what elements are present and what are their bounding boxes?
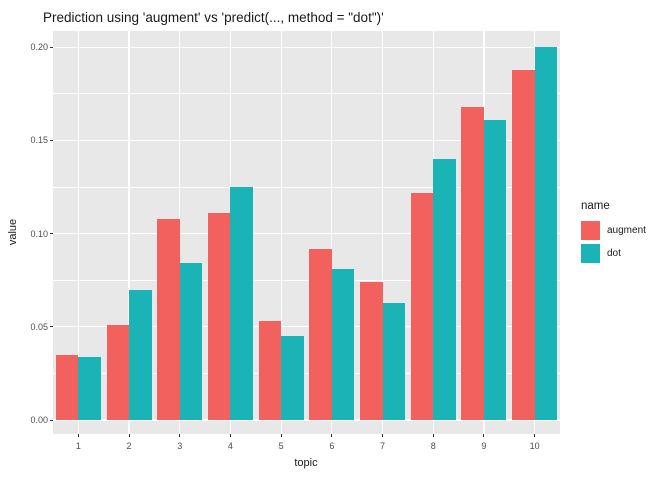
- bar-dot-topic-4: [230, 187, 253, 420]
- x-tick-mark: [179, 434, 181, 437]
- y-tick-label: 0.10: [30, 228, 48, 239]
- y-tick-label: 0.00: [30, 415, 48, 425]
- bar-augment-topic-9: [461, 106, 484, 420]
- x-gridline-major: [77, 31, 79, 434]
- x-gridline-major: [128, 31, 130, 434]
- legend-entries: augment dot: [581, 221, 646, 263]
- legend-entry-dot: dot: [581, 244, 646, 263]
- x-tick-mark: [483, 434, 485, 437]
- x-tick-label: 4: [227, 441, 233, 451]
- x-tick-mark: [77, 434, 79, 437]
- x-tick-label: 1: [75, 441, 81, 451]
- legend-swatch-augment: [581, 221, 600, 240]
- bar-dot-topic-6: [331, 269, 355, 420]
- y-tick-mark: [50, 233, 53, 235]
- y-tick-label: 0.15: [30, 135, 48, 146]
- y-gridline-major: [53, 232, 560, 235]
- x-axis-title: topic: [294, 457, 318, 469]
- y-tick-mark: [50, 139, 53, 141]
- y-gridline-minor: [53, 279, 560, 281]
- x-gridline-major: [280, 31, 282, 434]
- legend-entry-augment: augment: [581, 221, 646, 240]
- y-gridline-major: [53, 326, 560, 328]
- bar-augment-topic-4: [207, 213, 231, 420]
- x-gridline-major: [331, 31, 333, 434]
- y-gridline-minor: [53, 373, 560, 374]
- legend-label-dot: dot: [607, 248, 621, 259]
- y-tick-mark: [50, 419, 53, 421]
- y-axis-title: value: [7, 218, 19, 246]
- legend-title: name: [581, 200, 610, 212]
- legend-swatch-dot: [581, 244, 600, 263]
- bar-augment-topic-7: [360, 282, 383, 420]
- x-tick-label: 7: [380, 441, 386, 451]
- x-tick-label: 6: [329, 441, 335, 451]
- y-gridline-major: [53, 139, 560, 142]
- bar-augment-topic-1: [55, 354, 79, 420]
- x-tick-mark: [382, 434, 384, 437]
- bar-dot-topic-7: [382, 302, 406, 420]
- bar-dot-topic-2: [129, 289, 152, 420]
- bar-augment-topic-10: [512, 69, 535, 420]
- y-tick-label: 0.20: [30, 42, 48, 53]
- legend-label-augment: augment: [607, 225, 646, 236]
- bar-dot-topic-1: [78, 356, 101, 420]
- plot-panel: [53, 31, 560, 434]
- x-tick-label: 2: [126, 441, 132, 451]
- bar-augment-topic-2: [106, 324, 130, 420]
- bar-dot-topic-8: [433, 159, 456, 420]
- bar-augment-topic-8: [410, 192, 434, 420]
- bar-augment-topic-6: [309, 248, 332, 420]
- y-tick-mark: [50, 326, 53, 328]
- x-tick-mark: [128, 434, 130, 437]
- bar-dot-topic-5: [281, 336, 304, 420]
- bar-dot-topic-3: [179, 263, 203, 420]
- bar-augment-topic-3: [157, 218, 180, 420]
- x-tick-mark: [229, 434, 231, 437]
- y-gridline-minor: [53, 186, 560, 188]
- y-tick-label: 0.05: [30, 321, 48, 332]
- bar-dot-topic-9: [483, 119, 507, 420]
- x-tick-label: 8: [430, 441, 436, 451]
- x-tick-mark: [280, 434, 282, 437]
- x-tick-label: 5: [278, 441, 284, 451]
- y-tick-mark: [50, 46, 53, 48]
- x-tick-label: 9: [481, 441, 487, 451]
- x-tick-label: 3: [177, 441, 183, 451]
- legend: name augment dot: [581, 200, 646, 267]
- x-tick-mark: [534, 434, 536, 437]
- y-gridline-major: [53, 419, 560, 421]
- x-tick-label: 10: [529, 441, 540, 451]
- y-gridline-major: [53, 46, 560, 48]
- y-gridline-minor: [53, 93, 560, 95]
- x-tick-mark: [432, 434, 434, 437]
- x-tick-mark: [331, 434, 333, 437]
- chart-title: Prediction using 'augment' vs 'predict(.…: [43, 10, 384, 25]
- bar-augment-topic-5: [258, 321, 282, 420]
- bar-dot-topic-10: [534, 47, 558, 420]
- x-gridline-major: [381, 31, 384, 434]
